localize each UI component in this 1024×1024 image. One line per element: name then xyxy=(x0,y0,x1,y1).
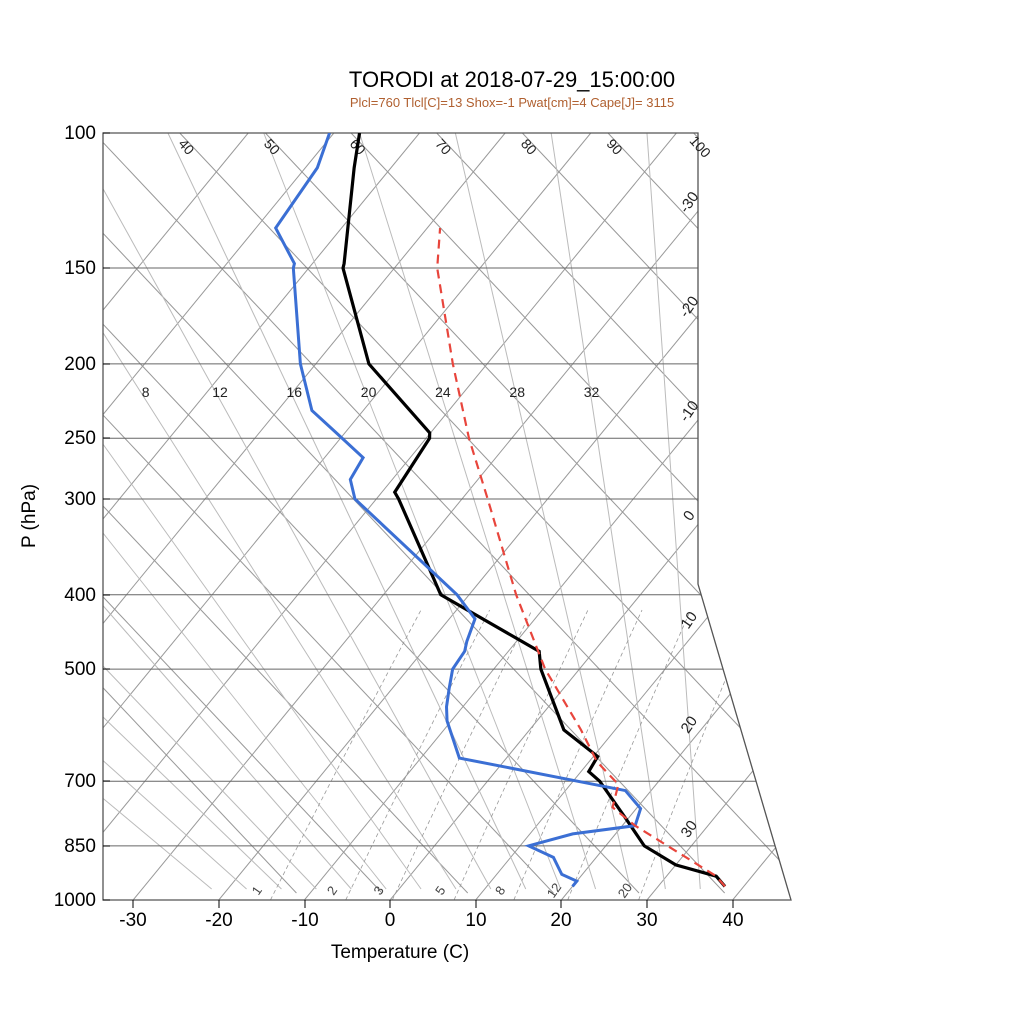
svg-text:24: 24 xyxy=(435,384,451,400)
svg-text:-30: -30 xyxy=(119,910,146,931)
svg-text:300: 300 xyxy=(64,489,96,510)
svg-text:400: 400 xyxy=(64,585,96,606)
svg-text:TORODI at 2018-07-29_15:00:00: TORODI at 2018-07-29_15:00:00 xyxy=(349,67,675,92)
svg-text:16: 16 xyxy=(287,384,303,400)
svg-text:8: 8 xyxy=(142,384,150,400)
svg-text:-10: -10 xyxy=(291,910,318,931)
svg-text:28: 28 xyxy=(509,384,525,400)
svg-text:10: 10 xyxy=(465,910,486,931)
svg-text:40: 40 xyxy=(722,910,743,931)
svg-text:500: 500 xyxy=(64,659,96,680)
svg-text:Plcl=760 Tlcl[C]=13 Shox=-1 Pw: Plcl=760 Tlcl[C]=13 Shox=-1 Pwat[cm]=4 C… xyxy=(350,95,674,110)
svg-text:150: 150 xyxy=(64,258,96,279)
svg-text:20: 20 xyxy=(361,384,377,400)
svg-text:850: 850 xyxy=(64,836,96,857)
svg-text:100: 100 xyxy=(64,123,96,144)
svg-text:30: 30 xyxy=(636,910,657,931)
svg-text:20: 20 xyxy=(550,910,571,931)
svg-text:P (hPa): P (hPa) xyxy=(19,484,40,548)
svg-text:700: 700 xyxy=(64,771,96,792)
svg-text:250: 250 xyxy=(64,428,96,449)
svg-text:Temperature (C): Temperature (C) xyxy=(331,942,469,963)
svg-text:12: 12 xyxy=(212,384,228,400)
svg-text:1000: 1000 xyxy=(54,890,96,911)
svg-text:32: 32 xyxy=(584,384,600,400)
svg-text:-20: -20 xyxy=(205,910,232,931)
svg-text:0: 0 xyxy=(385,910,396,931)
svg-text:200: 200 xyxy=(64,354,96,375)
